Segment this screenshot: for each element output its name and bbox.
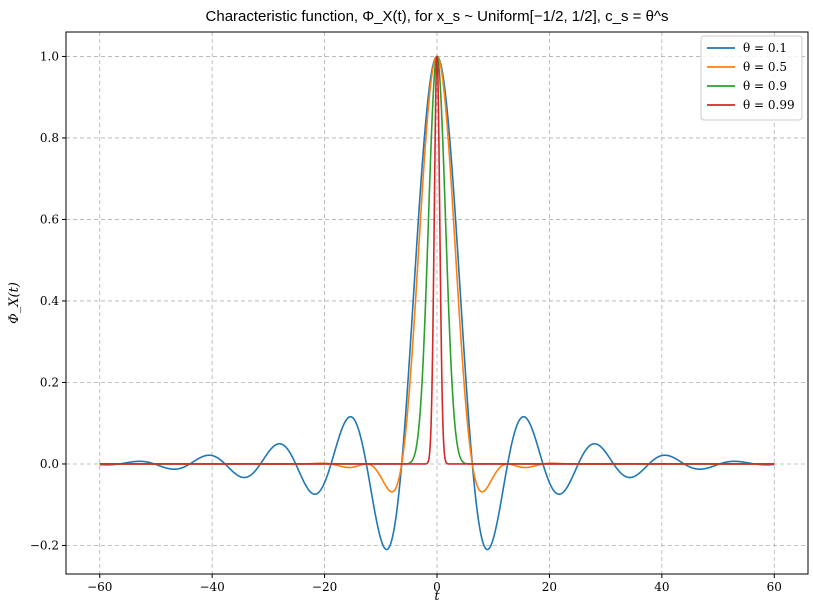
y-tick-label: 0.4: [40, 294, 59, 308]
y-tick-label: 0.6: [40, 212, 59, 226]
legend-label-2: θ = 0.9: [743, 79, 787, 93]
y-axis-label: Φ_X(t): [7, 282, 22, 324]
ticks: −60 −40 −20 0 20 40 60 −0.2 0.0 0.2 0.4 0.6 0.8 1.0: [30, 49, 782, 594]
chart-title: Characteristic function, Φ_X(t), for x_s…: [206, 8, 669, 25]
y-tick-label: −0.2: [30, 538, 59, 552]
grid: [66, 32, 808, 574]
x-tick-label: 40: [654, 580, 669, 594]
y-tick-label: 0.2: [40, 375, 59, 389]
x-tick-label: −40: [199, 580, 224, 594]
y-tick-label: 1.0: [40, 49, 59, 63]
legend: θ = 0.1 θ = 0.5 θ = 0.9 θ = 0.99: [700, 35, 803, 121]
x-axis-label: t: [434, 589, 440, 604]
x-tick-label: 20: [542, 580, 557, 594]
x-tick-label: −60: [87, 580, 112, 594]
legend-label-0: θ = 0.1: [743, 41, 787, 55]
x-tick-label: 0: [433, 580, 441, 594]
y-tick-label: 0.0: [40, 457, 59, 471]
series-layer: [99, 55, 775, 551]
legend-label-1: θ = 0.5: [743, 60, 787, 74]
legend-box: [700, 35, 803, 121]
series-line-3: [99, 55, 775, 465]
x-tick-label: 60: [767, 580, 782, 594]
plot-frame: [65, 31, 809, 575]
y-tick-label: 0.8: [40, 131, 59, 145]
legend-label-3: θ = 0.99: [743, 98, 795, 112]
x-tick-label: −20: [312, 580, 337, 594]
